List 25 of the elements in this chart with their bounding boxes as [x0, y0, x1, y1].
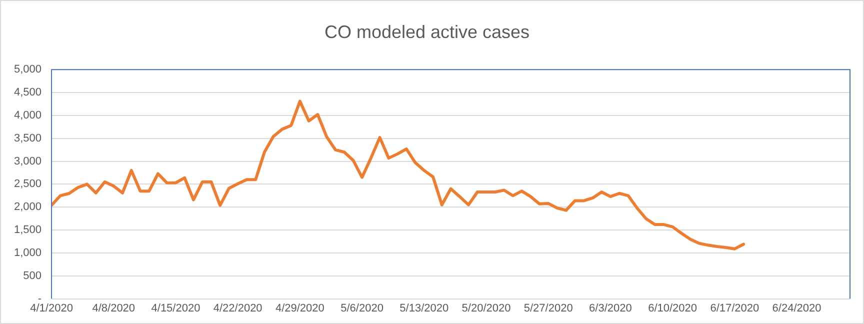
x-tick-label: 4/22/2020: [213, 302, 262, 314]
y-tick-label: 3,500: [14, 132, 42, 144]
x-tick-label: 5/6/2020: [340, 302, 384, 314]
y-tick-label: -: [38, 292, 42, 305]
x-tick-label: 4/1/2020: [30, 302, 73, 314]
x-tick-label: 6/17/2020: [710, 302, 760, 314]
y-tick-label: 4,000: [14, 109, 42, 122]
x-tick-label: 6/3/2020: [589, 302, 632, 314]
x-tick-label: 6/10/2020: [648, 302, 698, 314]
y-tick-label: 2,000: [14, 201, 42, 214]
y-tick-label: 1,000: [14, 246, 42, 259]
x-tick-label: 6/24/2020: [772, 302, 822, 314]
y-tick-label: 5,000: [14, 64, 42, 76]
y-tick-label: 4,500: [14, 86, 42, 99]
x-tick-label: 5/13/2020: [400, 302, 449, 314]
x-tick-label: 5/27/2020: [524, 302, 573, 314]
x-tick-label: 4/29/2020: [275, 302, 324, 314]
y-tick-label: 500: [23, 270, 42, 282]
y-tick-label: 1,500: [14, 224, 42, 236]
chart-title: CO modeled active cases: [324, 22, 530, 42]
x-tick-label: 5/20/2020: [462, 302, 511, 314]
y-tick-label: 2,500: [14, 178, 42, 190]
y-tick-label: 3,000: [14, 155, 42, 168]
x-tick-label: 4/8/2020: [92, 302, 136, 314]
x-tick-label: 4/15/2020: [151, 302, 200, 314]
